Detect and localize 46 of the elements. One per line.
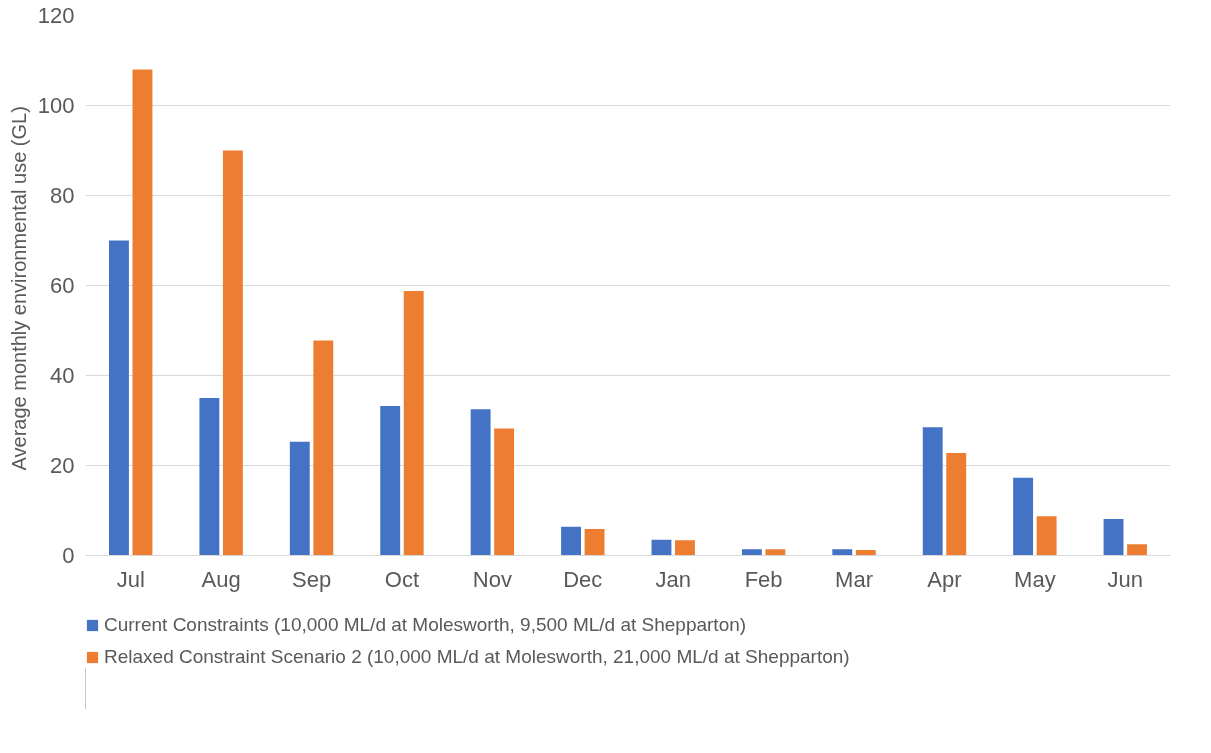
y-tick-label: 100 xyxy=(37,93,75,118)
y-axis-title: Average monthly environmental use (GL) xyxy=(7,106,30,471)
x-tick-label: Feb xyxy=(744,566,783,592)
bar xyxy=(109,240,129,556)
bar xyxy=(380,406,401,556)
bar xyxy=(855,550,876,556)
x-tick-label: Jun xyxy=(1107,566,1144,592)
y-tick-label: 40 xyxy=(50,363,75,388)
bar xyxy=(1103,519,1124,556)
bar xyxy=(199,398,220,556)
x-tick-label: Dec xyxy=(563,566,603,592)
y-tick-label: 20 xyxy=(50,453,75,478)
x-tick-label: Mar xyxy=(835,566,873,592)
bar xyxy=(675,540,695,556)
bar xyxy=(741,549,762,556)
x-tick-label: Jan xyxy=(655,566,691,592)
bar xyxy=(403,290,424,556)
bar xyxy=(313,340,334,556)
bar xyxy=(922,427,943,556)
y-tick-label: 120 xyxy=(37,3,75,28)
bar xyxy=(561,526,581,556)
bar xyxy=(832,549,853,556)
bar xyxy=(765,549,786,556)
x-tick-label: Apr xyxy=(927,566,962,592)
bar xyxy=(1036,516,1057,556)
legend-label: Current Constraints (10,000 ML/d at Molesworth, 9,500 ML/d at Shepparton) xyxy=(104,614,747,636)
bar xyxy=(1127,544,1147,556)
x-tick-label: May xyxy=(1014,566,1056,592)
x-tick-label: Oct xyxy=(384,566,420,592)
bar xyxy=(651,539,672,556)
bar xyxy=(470,409,491,556)
bar xyxy=(946,452,967,556)
y-tick-label: 0 xyxy=(62,543,75,568)
bar xyxy=(289,441,310,556)
bar xyxy=(222,150,243,556)
x-tick-label: Aug xyxy=(201,566,241,592)
bar xyxy=(1013,477,1034,556)
x-tick-label: Sep xyxy=(291,566,332,592)
y-tick-label: 60 xyxy=(50,273,75,298)
bar xyxy=(132,69,153,556)
legend-label: Relaxed Constraint Scenario 2 (10,000 ML/d at Molesworth, 21,000 ML/d at Shepparton) xyxy=(104,646,850,668)
bar xyxy=(494,428,515,556)
bar xyxy=(584,528,605,556)
x-tick-label: Jul xyxy=(116,566,145,592)
x-tick-label: Nov xyxy=(472,566,512,592)
y-tick-label: 80 xyxy=(50,183,75,208)
